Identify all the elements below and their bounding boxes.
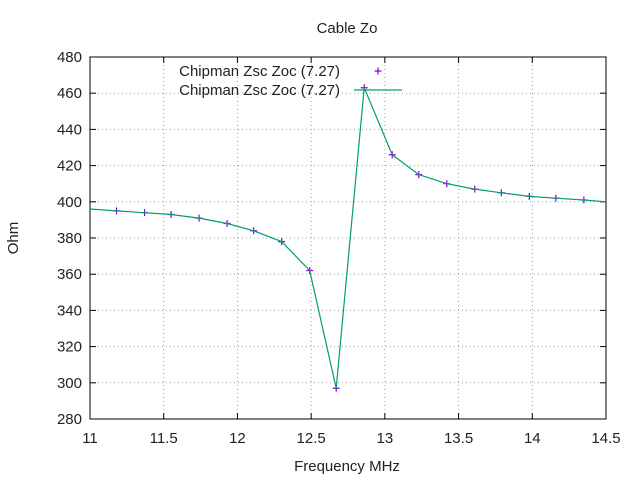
x-tick-label: 12 <box>229 430 246 447</box>
y-tick-label: 440 <box>57 121 82 138</box>
y-tick-label: 400 <box>57 194 82 211</box>
y-tick-label: 360 <box>57 266 82 283</box>
plot-frame <box>89 56 607 420</box>
y-tick-label: 420 <box>57 158 82 175</box>
x-tick-label: 13 <box>377 430 394 447</box>
series-line <box>89 87 607 389</box>
axis-ticks <box>89 56 607 420</box>
x-tick-label: 11.5 <box>150 430 178 447</box>
x-axis-label: Frequency MHz <box>294 458 400 475</box>
y-tick-label: 380 <box>57 230 82 247</box>
y-tick-labels: 280 300 320 340 360 380 400 420 440 460 480 <box>57 49 82 428</box>
plot-series <box>89 84 607 392</box>
y-axis-label: Ohm <box>5 222 22 255</box>
y-tick-label: 300 <box>57 375 82 392</box>
legend-label-line: Chipman Zsc Zoc (7.27) <box>179 82 340 99</box>
y-tick-label: 280 <box>57 411 82 428</box>
y-tick-label: 340 <box>57 302 82 319</box>
x-tick-label: 14.5 <box>591 430 620 447</box>
legend-label-points: Chipman Zsc Zoc (7.27) <box>179 63 340 80</box>
y-tick-label: 480 <box>57 49 82 66</box>
grid <box>90 57 606 419</box>
x-tick-label: 13.5 <box>444 430 473 447</box>
x-tick-label: 11 <box>82 430 98 447</box>
y-tick-label: 460 <box>57 85 82 102</box>
x-tick-labels: 11 11.5 12 12.5 13 13.5 14 14.5 <box>82 430 620 447</box>
x-tick-label: 14 <box>524 430 541 447</box>
chart-title: Cable Zo <box>317 20 378 37</box>
x-tick-label: 12.5 <box>297 430 326 447</box>
legend: Chipman Zsc Zoc (7.27) Chipman Zsc Zoc (… <box>179 63 402 99</box>
y-tick-label: 320 <box>57 339 82 356</box>
legend-marker-sample <box>374 67 382 75</box>
